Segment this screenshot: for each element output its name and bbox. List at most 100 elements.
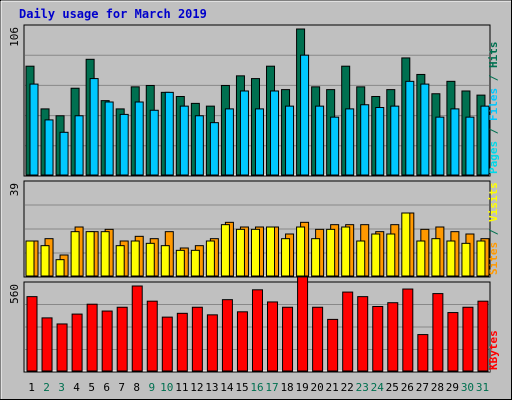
bar-visits (145, 242, 155, 277)
bar-kbytes (131, 285, 143, 372)
bar-files (104, 101, 114, 176)
bar-files (134, 101, 144, 176)
bar-visits (160, 245, 170, 277)
bar-kbytes (282, 306, 294, 372)
bar-visits (25, 240, 35, 277)
bar-visits (235, 228, 245, 277)
day-label: 8 (133, 381, 140, 394)
day-label: 21 (326, 381, 339, 394)
bar-visits (130, 240, 140, 277)
day-label: 29 (446, 381, 459, 394)
bar-kbytes (101, 310, 113, 372)
day-label: 6 (103, 381, 110, 394)
bar-kbytes (206, 314, 218, 372)
bar-kbytes (251, 289, 263, 372)
side-label-part: Hits (487, 42, 500, 69)
bar-kbytes (312, 306, 324, 372)
bar-visits (266, 226, 276, 277)
bar-kbytes (56, 323, 68, 372)
side-label-part: / (487, 222, 500, 242)
max-label-kbytes: 560 (8, 284, 21, 304)
chart-title: Daily usage for March 2019 (19, 7, 207, 21)
bar-files (390, 105, 400, 176)
day-label: 22 (341, 381, 354, 394)
day-label: 5 (88, 381, 95, 394)
bar-visits (476, 240, 486, 277)
bar-files (119, 113, 129, 176)
side-label-hits_files_pages: Pages / Files / Hits (487, 42, 500, 175)
max-label-hits_files_pages: 106 (8, 27, 21, 47)
day-label: 19 (295, 381, 308, 394)
day-label: 18 (280, 381, 293, 394)
bar-visits (175, 249, 185, 277)
bar-kbytes (387, 302, 399, 372)
side-label-part: Files (487, 88, 500, 121)
bar-files (59, 131, 69, 176)
bar-kbytes (191, 306, 203, 372)
side-label-part: KBytes (487, 330, 500, 370)
bar-kbytes (161, 316, 173, 372)
day-label: 14 (220, 381, 234, 394)
bar-visits (311, 238, 321, 277)
bar-files (420, 83, 430, 176)
day-label: 2 (43, 381, 50, 394)
bar-visits (205, 240, 215, 277)
bar-kbytes (342, 291, 354, 372)
bar-kbytes (402, 288, 414, 372)
bar-visits (281, 238, 291, 277)
day-label: 10 (160, 381, 173, 394)
side-label-sites_visits: Sites / Visits (487, 182, 500, 275)
bar-files (254, 108, 264, 176)
bar-kbytes (447, 312, 459, 372)
side-label-kbytes: KBytes (487, 330, 500, 370)
bar-files (435, 116, 445, 176)
bar-kbytes (86, 303, 98, 372)
day-label: 28 (431, 381, 444, 394)
bar-visits (341, 226, 351, 277)
bar-visits (356, 240, 366, 277)
day-label: 15 (235, 381, 248, 394)
bar-kbytes (432, 293, 444, 372)
day-label: 9 (148, 381, 155, 394)
bar-visits (220, 224, 230, 277)
bar-files (465, 116, 475, 176)
bar-files (209, 122, 219, 176)
side-label-part: / (487, 121, 500, 141)
bar-files (164, 91, 174, 176)
day-label: 26 (401, 381, 414, 394)
day-label: 12 (190, 381, 203, 394)
bar-visits (446, 240, 456, 277)
bar-visits (416, 240, 426, 277)
day-label: 1 (28, 381, 35, 394)
bar-kbytes (41, 317, 53, 372)
max-label-sites_visits: 39 (8, 183, 21, 196)
bar-files (44, 119, 54, 176)
day-label: 3 (58, 381, 65, 394)
bar-visits (431, 238, 441, 277)
bar-kbytes (71, 313, 83, 372)
bar-visits (70, 231, 80, 277)
bar-files (179, 105, 189, 176)
bar-files (330, 116, 340, 176)
bar-files (450, 108, 460, 176)
bar-files (74, 115, 84, 176)
bar-files (29, 83, 39, 176)
bar-files (224, 108, 234, 176)
bar-files (300, 54, 310, 176)
bar-kbytes (116, 306, 128, 372)
bar-visits (401, 212, 411, 277)
bar-visits (190, 249, 200, 277)
bar-visits (115, 245, 125, 277)
bar-visits (461, 242, 471, 277)
day-label: 30 (461, 381, 474, 394)
bar-kbytes (267, 301, 279, 372)
bar-visits (296, 226, 306, 277)
bar-kbytes (26, 296, 38, 372)
bar-files (89, 78, 99, 176)
day-label: 24 (371, 381, 385, 394)
bar-kbytes (146, 300, 158, 372)
bar-kbytes (176, 312, 188, 372)
bar-visits (85, 231, 95, 277)
